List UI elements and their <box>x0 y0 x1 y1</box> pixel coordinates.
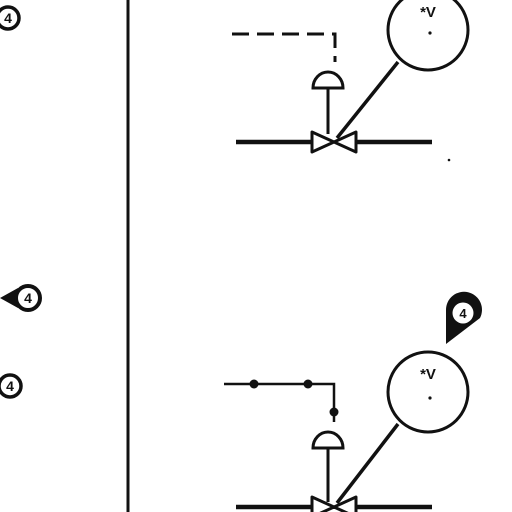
instrument-bubble-bottom <box>386 350 470 434</box>
callout-lower-left: 4 <box>0 373 23 399</box>
callout-middle-left: 4 <box>0 284 42 312</box>
callout-marker-right: 4 <box>445 291 482 344</box>
diaphragm-actuator-icon <box>311 70 345 90</box>
callout-top-left-label: 4 <box>4 10 12 26</box>
valve-assembly-top: *V <box>232 0 470 162</box>
callout-top-left: 4 <box>0 5 21 31</box>
gate-valve-icon <box>310 495 358 512</box>
signal-line-electric <box>224 382 336 422</box>
callout-lower-left-label: 4 <box>6 378 14 394</box>
valve-assembly-bottom: *V <box>224 350 470 512</box>
instrument-bubble-top <box>386 0 470 72</box>
callout-middle-left-label: 4 <box>24 290 32 306</box>
callout-marker-right-label: 4 <box>459 306 467 321</box>
signal-line-dashed <box>232 32 337 62</box>
diaphragm-actuator-icon <box>311 430 345 450</box>
instrument-label-bottom: *V <box>420 366 436 383</box>
gate-valve-icon <box>310 130 358 154</box>
instrument-label-top: *V <box>420 4 436 21</box>
